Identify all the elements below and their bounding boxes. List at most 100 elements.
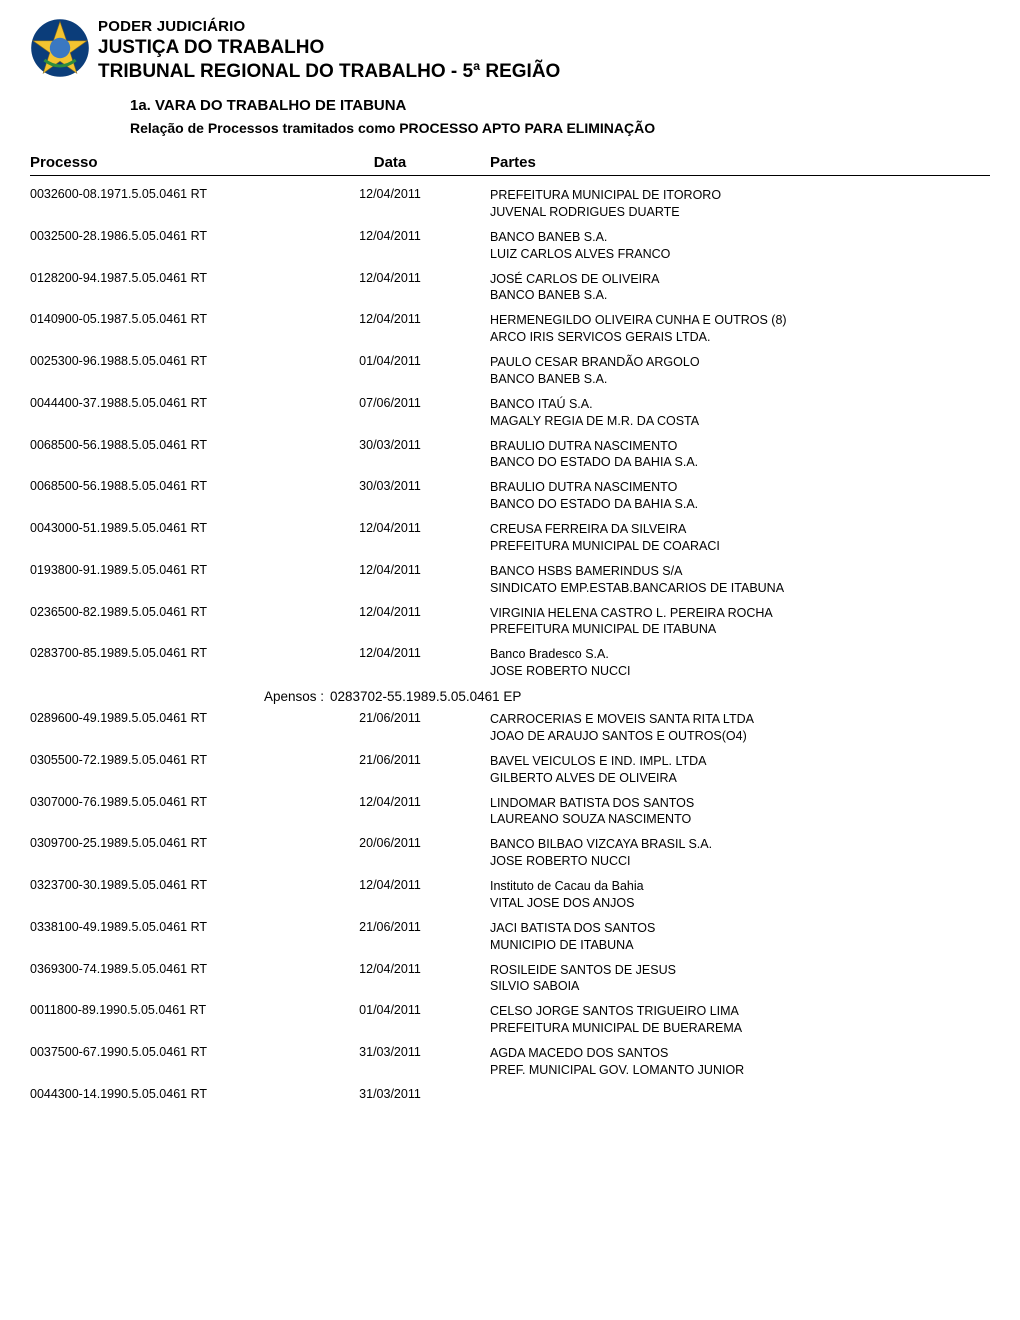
partes-cell: BANCO BANEB S.A.LUIZ CARLOS ALVES FRANCO — [450, 229, 990, 263]
parte-line: PREF. MUNICIPAL GOV. LOMANTO JUNIOR — [490, 1062, 990, 1079]
table-row: 0140900-05.1987.5.05.0461 RT12/04/2011HE… — [30, 307, 990, 349]
table-row: 0305500-72.1989.5.05.0461 RT21/06/2011BA… — [30, 748, 990, 790]
partes-cell: JOSÉ CARLOS DE OLIVEIRABANCO BANEB S.A. — [450, 271, 990, 305]
parte-line: VIRGINIA HELENA CASTRO L. PEREIRA ROCHA — [490, 605, 990, 622]
parte-line: JUVENAL RODRIGUES DUARTE — [490, 204, 990, 221]
parte-line: BANCO DO ESTADO DA BAHIA S.A. — [490, 496, 990, 513]
partes-cell: JACI BATISTA DOS SANTOSMUNICIPIO DE ITAB… — [450, 920, 990, 954]
parte-line: LINDOMAR BATISTA DOS SANTOS — [490, 795, 990, 812]
processo-cell: 0044400-37.1988.5.05.0461 RT — [30, 396, 330, 410]
report-title: Relação de Processos tramitados como PRO… — [130, 120, 990, 136]
partes-cell: Banco Bradesco S.A.JOSE ROBERTO NUCCI — [450, 646, 990, 680]
data-cell: 12/04/2011 — [330, 878, 450, 892]
data-cell: 21/06/2011 — [330, 711, 450, 725]
parte-line: ARCO IRIS SERVICOS GERAIS LTDA. — [490, 329, 990, 346]
apensos-label: Apensos : — [30, 689, 330, 704]
partes-cell: HERMENEGILDO OLIVEIRA CUNHA E OUTROS (8)… — [450, 312, 990, 346]
table-row: 0068500-56.1988.5.05.0461 RT30/03/2011BR… — [30, 474, 990, 516]
partes-cell: CREUSA FERREIRA DA SILVEIRAPREFEITURA MU… — [450, 521, 990, 555]
partes-cell: BAVEL VEICULOS E IND. IMPL. LTDAGILBERTO… — [450, 753, 990, 787]
parte-line: LAUREANO SOUZA NASCIMENTO — [490, 811, 990, 828]
data-cell: 12/04/2011 — [330, 646, 450, 660]
header-text-block: PODER JUDICIÁRIO JUSTIÇA DO TRABALHO TRI… — [98, 18, 560, 83]
apensos-value: 0283702-55.1989.5.05.0461 EP — [330, 689, 521, 704]
data-cell: 12/04/2011 — [330, 187, 450, 201]
partes-cell: CELSO JORGE SANTOS TRIGUEIRO LIMAPREFEIT… — [450, 1003, 990, 1037]
data-cell: 12/04/2011 — [330, 229, 450, 243]
partes-cell: AGDA MACEDO DOS SANTOSPREF. MUNICIPAL GO… — [450, 1045, 990, 1079]
processo-cell: 0025300-96.1988.5.05.0461 RT — [30, 354, 330, 368]
parte-line: Banco Bradesco S.A. — [490, 646, 990, 663]
parte-line: BANCO BILBAO VIZCAYA BRASIL S.A. — [490, 836, 990, 853]
parte-line: JOAO DE ARAUJO SANTOS E OUTROS(O4) — [490, 728, 990, 745]
data-cell: 31/03/2011 — [330, 1087, 450, 1101]
parte-line: SILVIO SABOIA — [490, 978, 990, 995]
table-row: 0338100-49.1989.5.05.0461 RT21/06/2011JA… — [30, 915, 990, 957]
parte-line: JACI BATISTA DOS SANTOS — [490, 920, 990, 937]
data-cell: 12/04/2011 — [330, 271, 450, 285]
parte-line: CARROCERIAS E MOVEIS SANTA RITA LTDA — [490, 711, 990, 728]
parte-line: GILBERTO ALVES DE OLIVEIRA — [490, 770, 990, 787]
processo-cell: 0236500-82.1989.5.05.0461 RT — [30, 605, 330, 619]
table-row: 0043000-51.1989.5.05.0461 RT12/04/2011CR… — [30, 516, 990, 558]
data-cell: 12/04/2011 — [330, 563, 450, 577]
processo-cell: 0305500-72.1989.5.05.0461 RT — [30, 753, 330, 767]
parte-line: CREUSA FERREIRA DA SILVEIRA — [490, 521, 990, 538]
data-cell: 01/04/2011 — [330, 354, 450, 368]
processo-cell: 0309700-25.1989.5.05.0461 RT — [30, 836, 330, 850]
data-cell: 07/06/2011 — [330, 396, 450, 410]
partes-cell: CARROCERIAS E MOVEIS SANTA RITA LTDAJOAO… — [450, 711, 990, 745]
processo-cell: 0307000-76.1989.5.05.0461 RT — [30, 795, 330, 809]
data-cell: 12/04/2011 — [330, 521, 450, 535]
processo-cell: 0068500-56.1988.5.05.0461 RT — [30, 438, 330, 452]
col-header-data: Data — [330, 154, 450, 171]
processo-cell: 0283700-85.1989.5.05.0461 RT — [30, 646, 330, 660]
processo-cell: 0032500-28.1986.5.05.0461 RT — [30, 229, 330, 243]
parte-line: HERMENEGILDO OLIVEIRA CUNHA E OUTROS (8) — [490, 312, 990, 329]
processo-cell: 0338100-49.1989.5.05.0461 RT — [30, 920, 330, 934]
processo-cell: 0140900-05.1987.5.05.0461 RT — [30, 312, 330, 326]
table-row: 0369300-74.1989.5.05.0461 RT12/04/2011RO… — [30, 957, 990, 999]
processo-cell: 0011800-89.1990.5.05.0461 RT — [30, 1003, 330, 1017]
col-header-processo: Processo — [30, 154, 330, 171]
parte-line: JOSÉ CARLOS DE OLIVEIRA — [490, 271, 990, 288]
parte-line: MUNICIPIO DE ITABUNA — [490, 937, 990, 954]
parte-line: BANCO HSBS BAMERINDUS S/A — [490, 563, 990, 580]
parte-line: Instituto de Cacau da Bahia — [490, 878, 990, 895]
parte-line: PREFEITURA MUNICIPAL DE ITABUNA — [490, 621, 990, 638]
data-cell: 30/03/2011 — [330, 438, 450, 452]
parte-line: PAULO CESAR BRANDÃO ARGOLO — [490, 354, 990, 371]
processo-cell: 0289600-49.1989.5.05.0461 RT — [30, 711, 330, 725]
parte-line: BANCO BANEB S.A. — [490, 229, 990, 246]
processo-cell: 0323700-30.1989.5.05.0461 RT — [30, 878, 330, 892]
table-row: 0128200-94.1987.5.05.0461 RT12/04/2011JO… — [30, 266, 990, 308]
court-seal-icon — [30, 18, 90, 78]
parte-line: BANCO BANEB S.A. — [490, 371, 990, 388]
table-body: 0032600-08.1971.5.05.0461 RT12/04/2011PR… — [30, 182, 990, 1104]
table-row: 0193800-91.1989.5.05.0461 RT12/04/2011BA… — [30, 558, 990, 600]
parte-line: VITAL JOSE DOS ANJOS — [490, 895, 990, 912]
partes-cell: BRAULIO DUTRA NASCIMENTOBANCO DO ESTADO … — [450, 438, 990, 472]
table-row: 0044400-37.1988.5.05.0461 RT07/06/2011BA… — [30, 391, 990, 433]
table-row: 0044300-14.1990.5.05.0461 RT31/03/2011 — [30, 1082, 990, 1104]
table-row: 0307000-76.1989.5.05.0461 RT12/04/2011LI… — [30, 790, 990, 832]
partes-cell: BANCO HSBS BAMERINDUS S/ASINDICATO EMP.E… — [450, 563, 990, 597]
parte-line: MAGALY REGIA DE M.R. DA COSTA — [490, 413, 990, 430]
processo-cell: 0044300-14.1990.5.05.0461 RT — [30, 1087, 330, 1101]
data-cell: 12/04/2011 — [330, 312, 450, 326]
parte-line: BANCO DO ESTADO DA BAHIA S.A. — [490, 454, 990, 471]
table-row: 0323700-30.1989.5.05.0461 RT12/04/2011 In… — [30, 873, 990, 915]
table-row: 0068500-56.1988.5.05.0461 RT30/03/2011BR… — [30, 433, 990, 475]
parte-line: PREFEITURA MUNICIPAL DE ITORORO — [490, 187, 990, 204]
processo-cell: 0128200-94.1987.5.05.0461 RT — [30, 271, 330, 285]
apensos-line: Apensos : 0283702-55.1989.5.05.0461 EP — [30, 683, 990, 706]
partes-cell: PAULO CESAR BRANDÃO ARGOLOBANCO BANEB S.… — [450, 354, 990, 388]
parte-line: BAVEL VEICULOS E IND. IMPL. LTDA — [490, 753, 990, 770]
processo-cell: 0032600-08.1971.5.05.0461 RT — [30, 187, 330, 201]
processo-cell: 0068500-56.1988.5.05.0461 RT — [30, 479, 330, 493]
partes-cell: BANCO BILBAO VIZCAYA BRASIL S.A.JOSE ROB… — [450, 836, 990, 870]
parte-line: BRAULIO DUTRA NASCIMENTO — [490, 479, 990, 496]
partes-cell: PREFEITURA MUNICIPAL DE ITOROROJUVENAL R… — [450, 187, 990, 221]
parte-line: JOSE ROBERTO NUCCI — [490, 853, 990, 870]
partes-cell: BRAULIO DUTRA NASCIMENTOBANCO DO ESTADO … — [450, 479, 990, 513]
